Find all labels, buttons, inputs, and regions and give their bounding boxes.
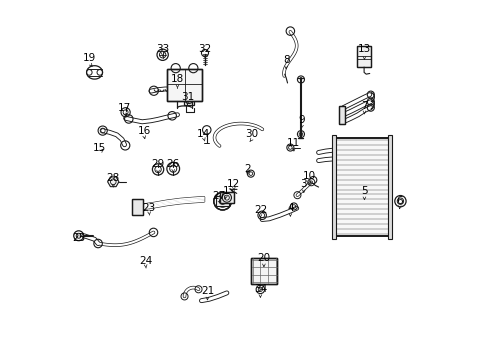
Text: 26: 26 (166, 159, 180, 169)
Bar (334, 138, 388, 237)
Text: 23: 23 (142, 203, 156, 213)
Text: 13: 13 (357, 45, 370, 54)
Bar (183, 93, 194, 105)
Text: 3: 3 (300, 179, 306, 189)
Text: 16: 16 (137, 126, 150, 136)
Bar (132, 199, 142, 215)
Text: 33: 33 (156, 44, 169, 54)
Text: 15: 15 (93, 143, 106, 153)
Text: 8: 8 (282, 55, 289, 65)
Text: 4: 4 (286, 203, 293, 213)
Text: 9: 9 (298, 115, 305, 125)
Text: 22: 22 (253, 205, 266, 215)
Bar (250, 258, 277, 284)
Text: 24: 24 (139, 256, 152, 266)
Bar (387, 135, 391, 239)
Text: 27: 27 (212, 191, 225, 201)
Text: 31: 31 (181, 92, 194, 102)
Text: 25: 25 (72, 233, 85, 243)
Text: 7: 7 (361, 101, 367, 111)
Bar (166, 69, 202, 100)
Text: 1: 1 (223, 186, 229, 195)
Text: 28: 28 (106, 173, 120, 183)
Text: 30: 30 (244, 129, 258, 139)
Text: 29: 29 (151, 159, 164, 169)
Text: 11: 11 (286, 138, 300, 148)
Text: 12: 12 (227, 179, 240, 189)
Text: 17: 17 (118, 103, 131, 113)
Polygon shape (107, 177, 119, 186)
Bar (357, 46, 370, 67)
Bar (132, 199, 142, 215)
Text: 20: 20 (257, 253, 270, 262)
Bar (250, 258, 277, 284)
Text: 10: 10 (303, 171, 316, 181)
Text: 32: 32 (198, 44, 211, 54)
Text: 5: 5 (361, 186, 367, 195)
Text: 19: 19 (82, 53, 96, 63)
Bar (338, 106, 345, 123)
Bar (334, 138, 388, 237)
Text: 6: 6 (396, 196, 402, 206)
Text: 14: 14 (197, 129, 210, 139)
Circle shape (184, 94, 193, 103)
Text: 34: 34 (253, 284, 266, 294)
Text: 18: 18 (170, 75, 183, 85)
Bar (219, 192, 233, 203)
Bar (219, 192, 233, 203)
Bar (357, 46, 370, 67)
Text: 21: 21 (201, 286, 214, 296)
Bar (166, 69, 202, 100)
Bar (331, 135, 336, 239)
Bar (216, 196, 228, 207)
Text: 2: 2 (244, 165, 250, 174)
Bar (338, 106, 345, 123)
